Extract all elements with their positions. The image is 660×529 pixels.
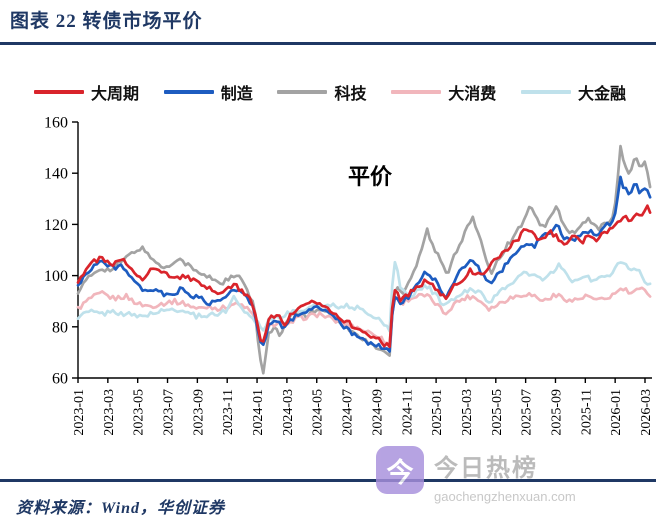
x-tick-label: 2026-01 [609, 389, 624, 436]
y-tick-label: 100 [44, 268, 68, 285]
x-tick-label: 2024-05 [311, 389, 326, 436]
legend-label: 大金融 [577, 86, 626, 103]
x-tick-label: 2023-09 [191, 389, 206, 436]
legend-item-daxiaofei: 大消费 [391, 80, 496, 104]
series-line-制造 [76, 175, 652, 353]
chart-canvas: 60 80 100 120 140 160 2023-01 2023-03 2023-05 202… [44, 115, 654, 436]
x-tick-label: 2024-09 [370, 389, 385, 436]
watermark-text-column: 今日热榜 gaochengzhenxuan.com [434, 446, 576, 504]
legend-item-keji: 科技 [277, 80, 366, 104]
parity-line-chart: 60 80 100 120 140 160 2023-01 2023-03 2023-05 202… [0, 110, 660, 456]
y-tick-label: 60 [52, 371, 68, 388]
x-tick-label: 2025-11 [579, 389, 594, 435]
legend-label: 大周期 [91, 86, 140, 103]
x-tick-label: 2025-01 [430, 389, 445, 436]
watermark-site-name: 今日热榜 [434, 455, 538, 482]
x-tick-label: 2025-03 [460, 389, 475, 436]
y-tick-label: 140 [44, 166, 68, 183]
legend-label: 制造 [220, 86, 253, 103]
watermark-site-url: gaochengzhenxuan.com [434, 489, 576, 504]
x-tick-label: 2024-01 [251, 389, 266, 436]
legend-item-dajinrong: 大金融 [520, 80, 626, 104]
chart-annotation: 平价 [348, 164, 393, 189]
y-tick-label: 160 [44, 115, 68, 132]
legend-line-swatch [277, 90, 328, 94]
x-tick-label: 2025-09 [549, 389, 564, 436]
top-divider [0, 42, 656, 45]
legend-item-dazhouqi: 大周期 [34, 80, 139, 104]
x-tick-label: 2023-03 [102, 389, 117, 436]
x-tick-label: 2024-11 [400, 389, 415, 435]
y-tick-label: 80 [52, 319, 68, 336]
y-tick-label: 120 [44, 217, 68, 234]
chart-legend: 大周期 制造 科技 大消费 大金融 [0, 80, 660, 104]
legend-line-swatch [34, 90, 84, 94]
series-line-大金融 [76, 260, 652, 333]
figure-title: 图表 22 转债市场平价 [10, 11, 203, 32]
x-tick-label: 2023-05 [132, 389, 147, 436]
legend-label: 大消费 [448, 86, 497, 103]
series-line-大周期 [76, 204, 652, 349]
x-tick-label: 2024-03 [281, 389, 296, 436]
x-tick-label: 2025-07 [520, 389, 535, 436]
x-tick-label: 2023-01 [72, 389, 87, 436]
watermark: 今 今日热榜 gaochengzhenxuan.com [376, 446, 576, 504]
x-tick-label: 2026-03 [639, 389, 654, 436]
watermark-logo-icon: 今 [376, 446, 424, 494]
legend-label: 科技 [334, 86, 367, 103]
source-note: 资料来源：Wind，华创证券 [16, 500, 225, 517]
x-tick-label: 2023-11 [221, 389, 236, 435]
legend-line-swatch [391, 90, 442, 94]
bottom-divider [0, 479, 656, 482]
x-tick-label: 2025-05 [490, 389, 505, 436]
legend-line-swatch [163, 90, 214, 94]
x-tick-label: 2024-07 [341, 389, 356, 436]
x-tick-label: 2023-07 [162, 389, 177, 436]
legend-item-zhizao: 制造 [163, 80, 253, 104]
legend-line-swatch [520, 90, 571, 94]
